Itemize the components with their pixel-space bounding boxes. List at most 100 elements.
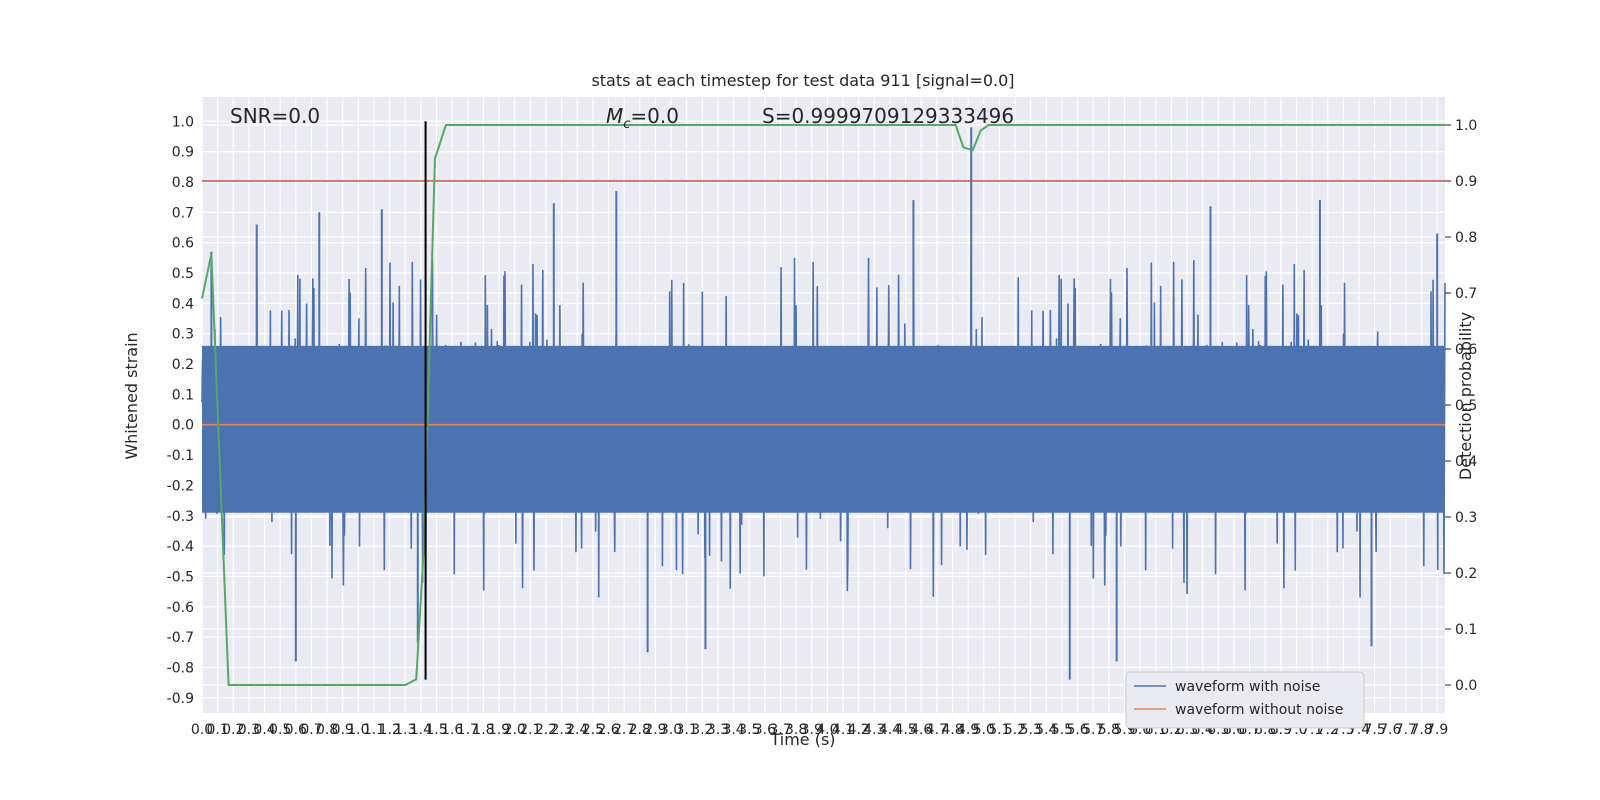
x-tick-label: 5.1 xyxy=(988,722,1010,738)
y-tick-label: -0.5 xyxy=(167,569,194,585)
x-tick-label: 4.4 xyxy=(879,722,901,738)
x-tick-label: 3.2 xyxy=(691,722,713,738)
x-tick-label: 3.8 xyxy=(785,722,807,738)
x-axis-ticks: 0.00.10.20.30.40.50.60.70.80.91.01.11.21… xyxy=(191,722,1448,738)
chart-title: stats at each timestep for test data 911… xyxy=(591,71,1014,90)
x-tick-label: 3.4 xyxy=(722,722,744,738)
x-tick-label: 1.6 xyxy=(441,722,463,738)
x-tick-label: 4.2 xyxy=(848,722,870,738)
x-tick-label: 5.4 xyxy=(1035,722,1057,738)
x-tick-label: 4.5 xyxy=(894,722,916,738)
x-tick-label: 3.5 xyxy=(738,722,760,738)
legend: waveform with noise waveform without noi… xyxy=(1125,671,1365,729)
y-tick-label: 0.7 xyxy=(172,205,194,221)
series-waveform-with-noise xyxy=(201,127,1446,680)
x-tick-label: 4.7 xyxy=(926,722,948,738)
legend-label-clean: waveform without noise xyxy=(1175,702,1343,718)
x-tick-label: 4.3 xyxy=(863,722,885,738)
x-tick-label: 0.6 xyxy=(285,722,307,738)
x-tick-label: 2.9 xyxy=(644,722,666,738)
x-tick-label: 0.4 xyxy=(253,722,275,738)
x-tick-label: 1.3 xyxy=(394,722,416,738)
x-tick-label: 5.0 xyxy=(973,722,995,738)
x-tick-label: 0.3 xyxy=(238,722,260,738)
y-axis-label: Whitened strain xyxy=(122,332,141,459)
y2-tick-label: 0.8 xyxy=(1455,230,1477,246)
y-tick-label: -0.2 xyxy=(167,478,194,494)
x-tick-label: 5.6 xyxy=(1066,722,1088,738)
y-tick-label: 0.0 xyxy=(172,418,194,434)
y-tick-label: 0.2 xyxy=(172,357,194,373)
x-tick-label: 1.7 xyxy=(457,722,479,738)
y2-tick-label: 0.7 xyxy=(1455,286,1477,302)
x-tick-label: 5.7 xyxy=(1082,722,1104,738)
noise-core-band xyxy=(202,345,1445,513)
x-tick-label: 0.8 xyxy=(316,722,338,738)
x-tick-label: 0.9 xyxy=(332,722,354,738)
chirp-mass-annotation: Mc=0.0 xyxy=(606,104,679,132)
x-tick-label: 3.3 xyxy=(707,722,729,738)
x-tick-label: 4.0 xyxy=(816,722,838,738)
chirp-mass-symbol: M xyxy=(606,104,623,128)
y-axis-ticks: 1.0 0.9 0.8 0.7 0.6 0.5 0.4 0.3 0.2 0.1 0.0 -0.1 -0.… xyxy=(167,114,194,707)
y-tick-label: -0.8 xyxy=(167,660,194,676)
x-tick-label: 3.0 xyxy=(660,722,682,738)
x-tick-label: 5.8 xyxy=(1098,722,1120,738)
x-tick-label: 7.5 xyxy=(1364,722,1386,738)
x-tick-label: 4.6 xyxy=(910,722,932,738)
x-tick-label: 2.1 xyxy=(519,722,541,738)
y2-tick-label: 0.2 xyxy=(1455,566,1477,582)
y2-tick-label: 0.1 xyxy=(1455,622,1477,638)
x-tick-label: 5.3 xyxy=(1020,722,1042,738)
y2-tick-label: 0.9 xyxy=(1455,174,1477,190)
x-tick-label: 1.2 xyxy=(378,722,400,738)
x-tick-label: 3.6 xyxy=(754,722,776,738)
s-annotation: S=0.9999709129333496 xyxy=(762,104,1014,128)
x-tick-label: 1.4 xyxy=(410,722,432,738)
x-tick-label: 3.1 xyxy=(676,722,698,738)
x-tick-label: 7.6 xyxy=(1379,722,1401,738)
y2-tick-label: 0.0 xyxy=(1455,678,1477,694)
y-tick-label: 0.6 xyxy=(172,236,194,252)
x-tick-label: 7.7 xyxy=(1395,722,1417,738)
legend-box xyxy=(1125,671,1365,729)
y2-tick-label: 0.5 xyxy=(1455,398,1477,414)
legend-label-noise: waveform with noise xyxy=(1175,679,1320,695)
probability-trace xyxy=(201,124,1445,686)
x-tick-label: 2.8 xyxy=(629,722,651,738)
y2-tick-label: 1.0 xyxy=(1455,118,1477,134)
y2-axis-ticks: 1.0 0.9 0.8 0.7 0.6 0.5 0.4 0.3 0.2 0.1 0.0 xyxy=(1445,118,1477,694)
x-tick-label: 2.5 xyxy=(582,722,604,738)
x-tick-label: 7.8 xyxy=(1410,722,1432,738)
x-tick-label: 1.8 xyxy=(472,722,494,738)
y-tick-label: 1.0 xyxy=(172,114,194,130)
x-tick-label: 4.8 xyxy=(941,722,963,738)
y2-tick-label: 0.6 xyxy=(1455,342,1477,358)
x-tick-label: 5.5 xyxy=(1051,722,1073,738)
x-tick-label: 3.9 xyxy=(801,722,823,738)
y-tick-label: -0.1 xyxy=(167,448,194,464)
y2-tick-label: 0.3 xyxy=(1455,510,1477,526)
x-tick-label: 0.0 xyxy=(191,722,213,738)
series-detection-probability xyxy=(201,124,1445,686)
x-tick-label: 4.1 xyxy=(832,722,854,738)
y2-axis-label: Detection probability xyxy=(1456,312,1475,480)
x-tick-label: 3.7 xyxy=(769,722,791,738)
y-tick-label: 0.4 xyxy=(172,296,194,312)
x-tick-label: 2.6 xyxy=(597,722,619,738)
x-tick-label: 5.2 xyxy=(1004,722,1026,738)
snr-annotation: SNR=0.0 xyxy=(230,104,320,128)
y-tick-label: -0.7 xyxy=(167,630,194,646)
x-tick-label: 2.4 xyxy=(566,722,588,738)
x-tick-label: 0.7 xyxy=(300,722,322,738)
y-tick-label: -0.4 xyxy=(167,539,194,555)
x-tick-label: 1.9 xyxy=(488,722,510,738)
x-tick-label: 1.1 xyxy=(363,722,385,738)
x-tick-label: 0.5 xyxy=(269,722,291,738)
x-tick-label: 7.9 xyxy=(1426,722,1448,738)
x-tick-label: 1.5 xyxy=(425,722,447,738)
y2-tick-label: 0.4 xyxy=(1455,454,1477,470)
y-tick-label: -0.9 xyxy=(167,691,194,707)
x-tick-label: 2.3 xyxy=(550,722,572,738)
